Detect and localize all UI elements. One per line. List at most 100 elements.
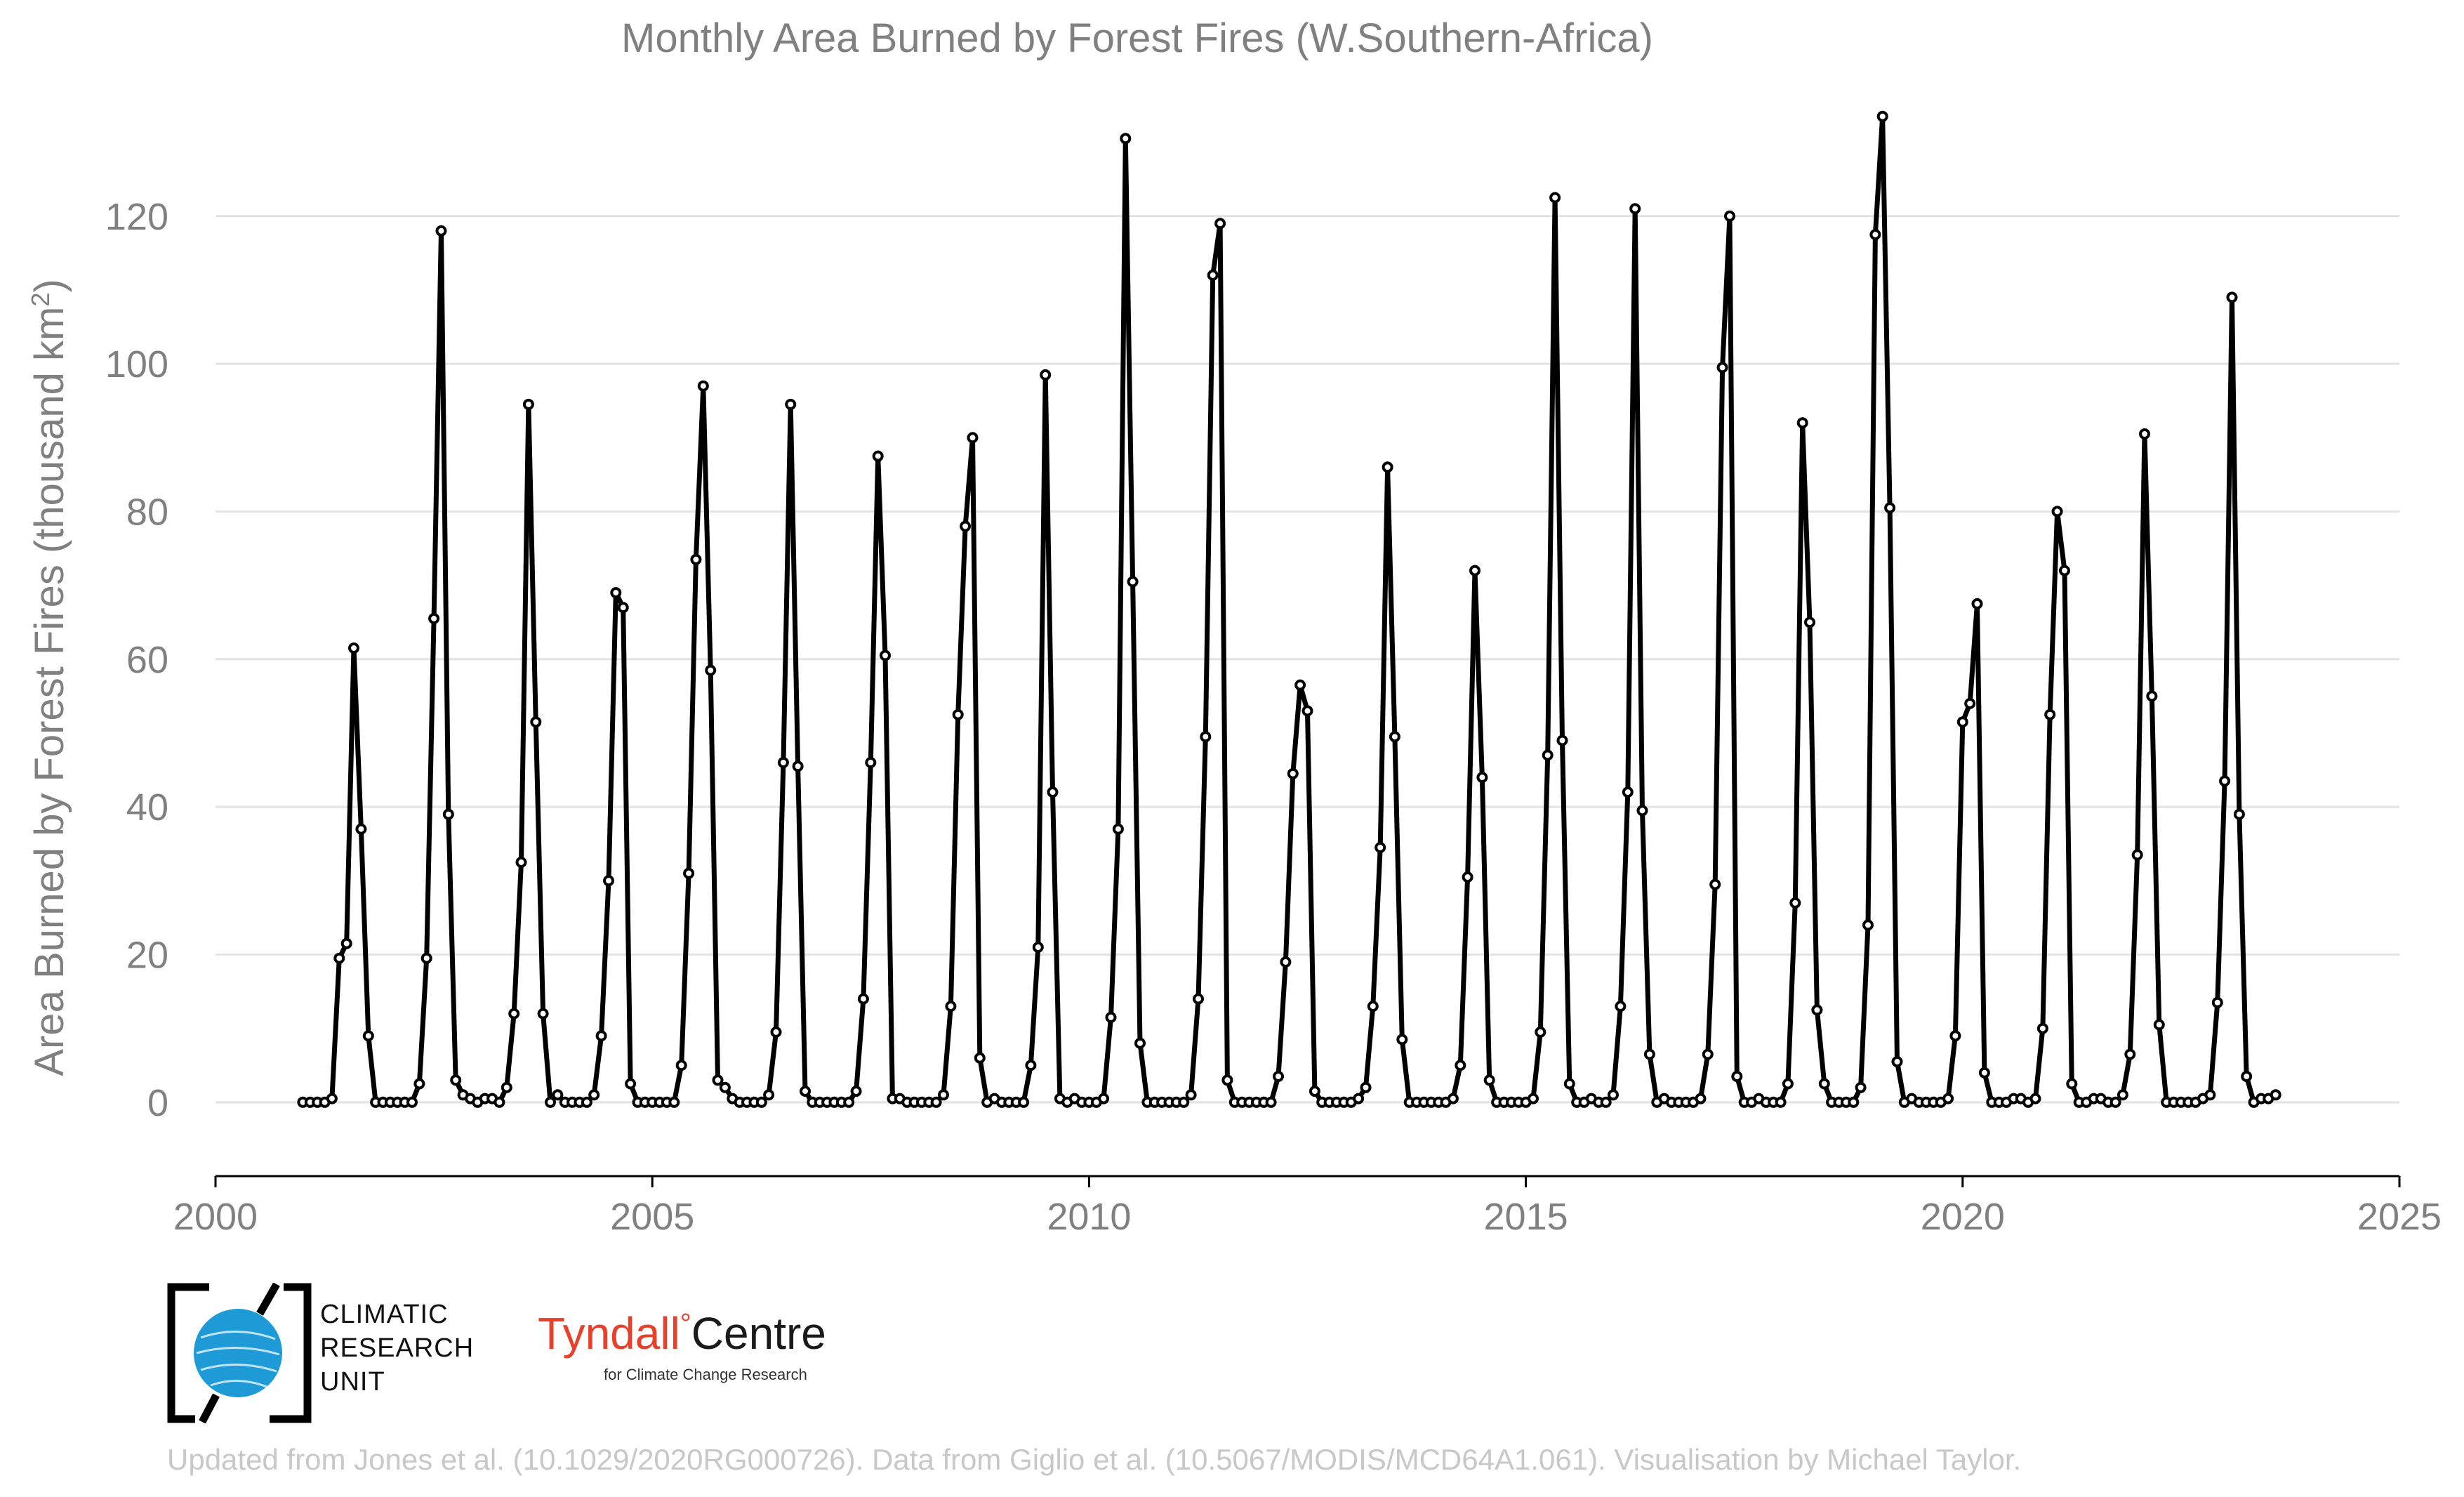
data-point-180 [1608, 1089, 1619, 1101]
data-point-79 [872, 450, 884, 462]
data-point-21 [450, 1074, 462, 1086]
tyndall-logo-centre: Centre [691, 1308, 826, 1359]
data-point-138 [1301, 705, 1313, 717]
data-point-205 [1789, 897, 1801, 909]
data-point-41 [595, 1030, 607, 1042]
data-point-251 [2124, 1048, 2136, 1060]
data-point-218 [1884, 502, 1896, 514]
x-tick-label: 2015 [1484, 1196, 1568, 1238]
cru-logo-slash-bottom [199, 1393, 220, 1423]
data-point-89 [945, 1001, 957, 1013]
data-point-65 [770, 1026, 782, 1038]
data-point-219 [1891, 1056, 1903, 1067]
series-area-burned [297, 110, 2281, 1108]
data-point-149 [1382, 461, 1393, 473]
cru-logo-slash-top [256, 1283, 280, 1316]
data-point-42 [603, 875, 614, 887]
data-point-134 [1273, 1071, 1284, 1082]
data-point-43 [610, 587, 622, 599]
cru-logo-text: CLIMATIC RESEARCH UNIT [320, 1298, 474, 1399]
data-point-173 [1556, 734, 1568, 746]
data-point-126 [1214, 218, 1226, 230]
data-point-77 [857, 993, 869, 1005]
data-point-39 [581, 1096, 592, 1108]
data-point-113 [1120, 133, 1132, 145]
data-point-93 [974, 1052, 986, 1064]
data-point-27 [494, 1096, 505, 1108]
x-tick-label: 2000 [173, 1196, 258, 1238]
data-point-76 [850, 1086, 862, 1097]
data-point-44 [617, 602, 629, 614]
data-point-161 [1469, 565, 1481, 576]
data-point-171 [1542, 749, 1554, 761]
data-point-78 [865, 757, 877, 768]
data-point-159 [1455, 1060, 1466, 1071]
data-point-192 [1695, 1093, 1707, 1104]
data-point-125 [1207, 269, 1219, 281]
data-point-196 [1724, 210, 1735, 222]
data-point-163 [1483, 1074, 1495, 1086]
data-point-172 [1549, 192, 1561, 204]
data-point-34 [545, 1096, 556, 1108]
tyndall-logo-degree: ° [680, 1308, 691, 1340]
y-tick-label: 40 [126, 786, 168, 829]
data-point-183 [1629, 203, 1641, 215]
data-point-122 [1185, 1089, 1197, 1101]
y-tick-label: 80 [126, 491, 168, 533]
data-point-100 [1025, 1060, 1037, 1071]
y-tick-labels: 0 20 40 60 80 100 120 [105, 196, 168, 1124]
data-point-20 [442, 808, 454, 820]
data-point-115 [1134, 1037, 1146, 1049]
data-point-207 [1804, 616, 1815, 628]
data-point-32 [530, 716, 542, 728]
data-point-9 [362, 1030, 374, 1042]
data-point-4 [326, 1093, 338, 1104]
data-point-241 [2051, 506, 2063, 517]
data-point-145 [1353, 1093, 1365, 1104]
y-axis-label-close: ) [27, 279, 72, 292]
cru-logo [167, 1283, 312, 1423]
globe-icon-lines [196, 1330, 280, 1388]
data-point-242 [2059, 565, 2070, 576]
data-point-181 [1615, 1001, 1627, 1013]
data-point-230 [1971, 598, 1983, 609]
data-point-162 [1476, 772, 1488, 784]
y-tick-label: 120 [105, 196, 168, 238]
data-point-240 [2044, 708, 2056, 720]
data-point-185 [1643, 1048, 1655, 1060]
data-point-208 [1811, 1004, 1823, 1016]
data-point-17 [420, 952, 432, 964]
data-point-252 [2131, 849, 2143, 861]
data-point-87 [930, 1096, 942, 1108]
data-point-249 [2109, 1096, 2121, 1108]
data-point-194 [1709, 878, 1721, 890]
data-point-264 [2219, 775, 2231, 787]
data-point-238 [2029, 1093, 2041, 1104]
y-tick-label: 100 [105, 343, 168, 385]
data-point-216 [1869, 229, 1881, 241]
globe-icon [194, 1309, 282, 1397]
data-point-66 [777, 757, 789, 768]
data-point-55 [697, 380, 709, 392]
data-point-8 [355, 823, 367, 835]
data-point-18 [428, 612, 440, 624]
tyndall-logo: Tyndall°Centre [538, 1307, 826, 1359]
data-point-213 [1848, 1096, 1860, 1108]
data-point-239 [2036, 1022, 2048, 1034]
data-point-158 [1447, 1093, 1459, 1104]
data-point-170 [1535, 1026, 1546, 1038]
data-point-57 [712, 1074, 724, 1086]
data-point-214 [1855, 1081, 1867, 1093]
y-axis-label-text: Area Burned by Forest Fires (thousand km [27, 307, 72, 1076]
credit-line: Updated from Jones et al. (10.1029/2020R… [167, 1443, 2022, 1476]
y-axis-label: Area Burned by Forest Fires (thousand km… [26, 279, 72, 1076]
data-point-267 [2241, 1071, 2253, 1082]
data-point-151 [1396, 1034, 1408, 1046]
data-point-254 [2146, 690, 2158, 702]
data-point-67 [785, 398, 797, 410]
data-point-112 [1112, 823, 1124, 835]
y-tick-label: 20 [126, 934, 168, 976]
data-point-68 [792, 760, 804, 772]
data-point-182 [1622, 786, 1634, 798]
